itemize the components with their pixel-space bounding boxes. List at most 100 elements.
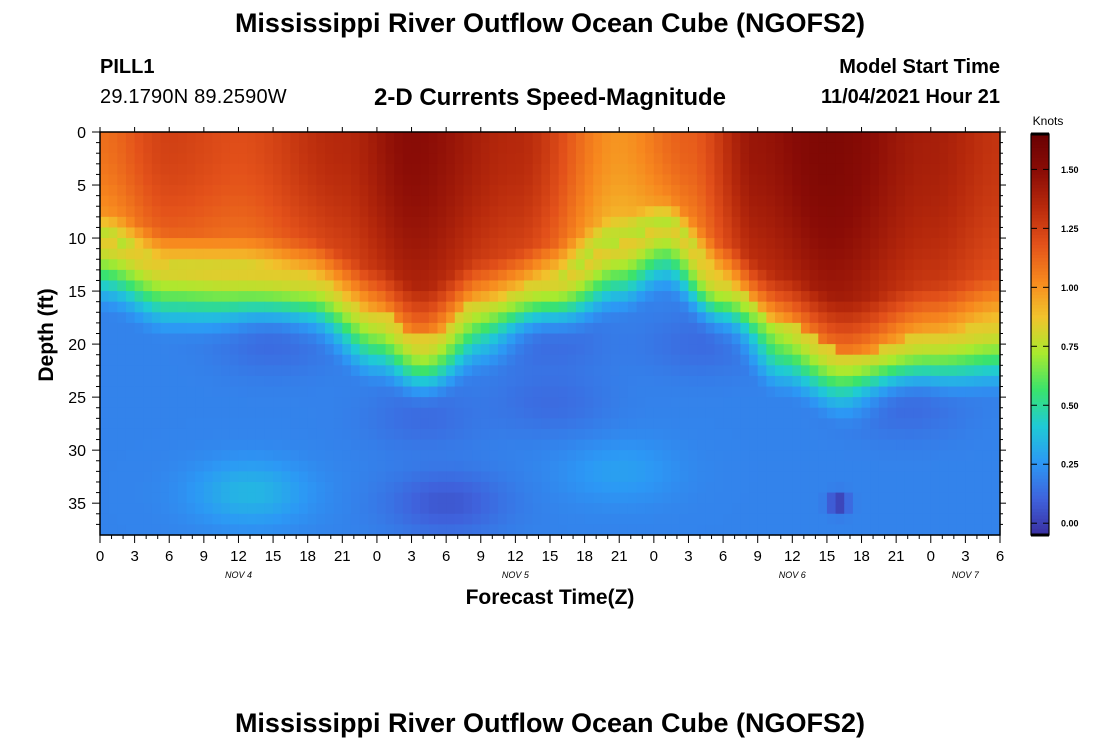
heatmap-cell bbox=[333, 418, 343, 430]
heatmap-cell bbox=[593, 439, 603, 451]
heatmap-cell bbox=[333, 248, 343, 260]
heatmap-cell bbox=[835, 513, 845, 525]
heatmap-cell bbox=[498, 418, 508, 430]
heatmap-cell bbox=[325, 206, 335, 218]
heatmap-cell bbox=[428, 206, 439, 218]
heatmap-cell bbox=[757, 195, 767, 207]
heatmap-cell bbox=[229, 259, 240, 271]
heatmap-cell bbox=[766, 238, 776, 250]
heatmap-cell bbox=[740, 238, 750, 250]
heatmap-cell bbox=[653, 195, 664, 207]
heatmap-cell bbox=[333, 333, 343, 345]
heatmap-cell bbox=[134, 418, 144, 430]
heatmap-cell bbox=[731, 524, 741, 536]
heatmap-cell bbox=[930, 195, 941, 207]
heatmap-cell bbox=[255, 418, 266, 430]
heatmap-cell bbox=[108, 418, 118, 430]
heatmap-cell bbox=[723, 206, 733, 218]
colorbar-step bbox=[1031, 307, 1049, 312]
heatmap-cell bbox=[489, 513, 499, 525]
heatmap-cell bbox=[688, 460, 698, 472]
heatmap-cell bbox=[991, 428, 1001, 441]
heatmap-cell bbox=[852, 163, 863, 176]
heatmap-cell bbox=[350, 513, 361, 525]
heatmap-cell bbox=[757, 450, 767, 462]
heatmap-cell bbox=[749, 386, 759, 398]
heatmap-cell bbox=[775, 195, 785, 207]
heatmap-cell bbox=[965, 513, 975, 525]
heatmap-cell bbox=[134, 460, 144, 472]
x-tick-label: 6 bbox=[165, 548, 173, 565]
heatmap-cell bbox=[238, 386, 248, 398]
heatmap-cell bbox=[575, 354, 586, 366]
heatmap-cell bbox=[316, 269, 326, 282]
heatmap-cell bbox=[290, 216, 300, 229]
heatmap-cell bbox=[567, 471, 577, 483]
heatmap-cell bbox=[593, 513, 603, 525]
heatmap-cell bbox=[896, 132, 906, 144]
heatmap-cell bbox=[221, 365, 231, 377]
heatmap-cell bbox=[550, 153, 560, 165]
heatmap-cell bbox=[913, 418, 923, 430]
heatmap-cell bbox=[420, 492, 430, 504]
heatmap-cell bbox=[982, 322, 992, 335]
heatmap-cell bbox=[930, 524, 941, 536]
heatmap-cell bbox=[203, 322, 214, 335]
heatmap-cell bbox=[238, 185, 248, 197]
heatmap-cell bbox=[948, 142, 958, 154]
heatmap-cell bbox=[982, 280, 992, 292]
heatmap-cell bbox=[991, 333, 1001, 345]
heatmap-cell bbox=[290, 291, 300, 303]
heatmap-cell bbox=[956, 238, 966, 250]
heatmap-cell bbox=[887, 418, 897, 430]
heatmap-cell bbox=[852, 259, 863, 271]
heatmap-cell bbox=[627, 471, 638, 483]
heatmap-cell bbox=[515, 386, 525, 398]
heatmap-cell bbox=[749, 322, 759, 335]
heatmap-cell bbox=[134, 503, 144, 515]
heatmap-cell bbox=[151, 216, 162, 229]
heatmap-cell bbox=[229, 132, 240, 144]
heatmap-cell bbox=[610, 216, 620, 229]
heatmap-cell bbox=[861, 142, 871, 154]
heatmap-cell bbox=[411, 259, 421, 271]
heatmap-cell bbox=[939, 513, 949, 525]
heatmap-cell bbox=[844, 450, 854, 462]
heatmap-cell bbox=[100, 206, 110, 218]
heatmap-cell bbox=[541, 259, 551, 271]
colorbar-step bbox=[1031, 351, 1049, 356]
heatmap-cell bbox=[472, 153, 482, 165]
heatmap-cell bbox=[878, 397, 889, 409]
heatmap-cell bbox=[896, 280, 906, 292]
heatmap-cell bbox=[714, 301, 724, 313]
heatmap-cell bbox=[428, 185, 439, 197]
colorbar-step bbox=[1031, 240, 1049, 245]
heatmap-cell bbox=[636, 333, 646, 345]
heatmap-cell bbox=[385, 386, 395, 398]
heatmap-cell bbox=[965, 216, 975, 229]
heatmap-cell bbox=[143, 312, 153, 324]
heatmap-cell bbox=[316, 259, 326, 271]
heatmap-cell bbox=[385, 354, 395, 366]
heatmap-cell bbox=[740, 344, 750, 356]
heatmap-cell bbox=[766, 291, 776, 303]
colorbar-step bbox=[1031, 471, 1049, 476]
heatmap-cell bbox=[679, 333, 690, 345]
heatmap-cell bbox=[601, 428, 612, 441]
heatmap-cell bbox=[541, 428, 551, 441]
heatmap-cell bbox=[965, 481, 975, 494]
heatmap-cell bbox=[861, 354, 871, 366]
heatmap-cell bbox=[783, 333, 793, 345]
heatmap-cell bbox=[653, 142, 664, 154]
heatmap-cell bbox=[584, 312, 594, 324]
colorbar-step bbox=[1031, 454, 1049, 459]
heatmap-cell bbox=[619, 503, 629, 515]
heatmap-cell bbox=[506, 344, 516, 356]
heatmap-cell bbox=[394, 375, 404, 388]
heatmap-cell bbox=[731, 492, 741, 504]
heatmap-cell bbox=[290, 333, 300, 345]
heatmap-cell bbox=[550, 365, 560, 377]
heatmap-cell bbox=[281, 280, 291, 292]
heatmap-cell bbox=[368, 344, 378, 356]
